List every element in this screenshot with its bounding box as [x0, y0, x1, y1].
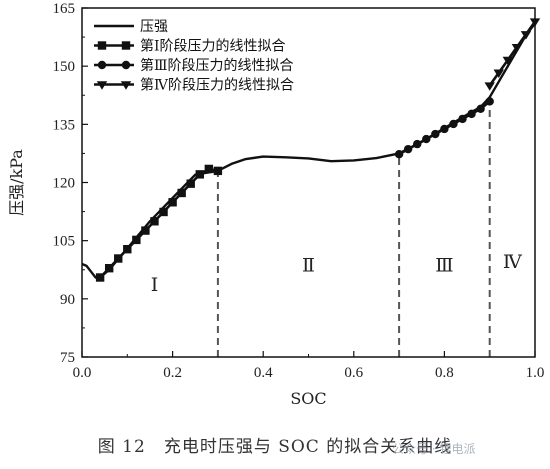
y-tick-label: 165: [53, 1, 76, 17]
x-tick-label: 0.2: [163, 365, 182, 381]
data-point: [204, 164, 214, 174]
data-point: [484, 82, 495, 91]
data-point: [511, 43, 523, 53]
legend-label: 压强: [140, 19, 168, 35]
legend-label: 第Ⅳ阶段压力的线性拟合: [140, 77, 294, 94]
data-point: [449, 119, 458, 129]
legend-label: 第Ⅲ阶段压力的线性拟合: [140, 57, 294, 74]
region-label: Ⅰ: [151, 275, 159, 296]
region-label: Ⅱ: [302, 256, 315, 277]
data-point: [422, 134, 431, 144]
data-point: [95, 273, 105, 282]
x-axis-label: SOC: [290, 389, 326, 408]
data-point: [431, 129, 440, 139]
figure-caption: 图 12 充电时压强与 SOC 的拟合关系曲线: [97, 437, 453, 457]
legend-item: 第Ⅲ阶段压力的线性拟合: [94, 57, 294, 74]
data-point: [394, 149, 404, 159]
data-point: [502, 56, 514, 66]
region-label: Ⅳ: [503, 252, 523, 273]
y-tick-label: 150: [53, 59, 76, 75]
x-tick-label: 0.6: [344, 365, 363, 381]
series-2: [394, 97, 494, 159]
data-point: [485, 97, 494, 106]
data-point: [467, 109, 476, 119]
data-point: [104, 263, 114, 273]
series-3: [484, 18, 541, 91]
watermark-text: 公众号 · 锂电派: [392, 442, 476, 456]
legend-marker: [121, 60, 131, 70]
chart: 0.0 0.2 0.4 0.6 0.8 1.0 75 90 105 120 135 150 165 Ⅰ Ⅱ…: [7, 1, 545, 408]
x-tick-label: 0.0: [73, 365, 92, 381]
data-point: [114, 254, 123, 263]
data-point: [177, 188, 186, 198]
legend-marker: [96, 81, 108, 90]
x-tick-label: 0.8: [435, 365, 454, 381]
legend-marker: [120, 81, 132, 90]
y-tick-label: 105: [53, 234, 76, 250]
y-tick-label: 75: [60, 350, 75, 366]
y-tick-label: 90: [60, 292, 75, 308]
region-label: Ⅲ: [435, 256, 453, 277]
legend-marker: [97, 41, 107, 50]
data-point: [476, 104, 485, 114]
y-tick-label: 120: [53, 176, 76, 192]
x-tick-label: 1.0: [526, 365, 545, 381]
data-point: [458, 114, 467, 124]
legend-item: 第Ⅳ阶段压力的线性拟合: [94, 77, 294, 94]
legend-item: 第Ⅰ阶段压力的线性拟合: [94, 38, 286, 55]
data-point: [413, 139, 422, 149]
data-point: [123, 244, 132, 254]
data-point: [132, 235, 141, 245]
plot-frame: [81, 7, 536, 358]
legend-marker: [97, 60, 107, 70]
axis-ticks: 0.0 0.2 0.4 0.6 0.8 1.0 75 90 105 120 135 150 165: [53, 1, 545, 381]
data-point: [195, 170, 204, 179]
data-point: [150, 217, 159, 226]
series-layer: [81, 18, 541, 282]
y-tick-label: 135: [53, 117, 76, 133]
region-labels: Ⅰ Ⅱ Ⅲ Ⅳ: [151, 252, 523, 296]
legend-item: 压强: [94, 19, 168, 35]
data-point: [213, 166, 223, 176]
data-point: [168, 198, 177, 207]
data-point: [186, 179, 195, 188]
legend-marker: [121, 41, 131, 50]
data-point: [493, 69, 504, 78]
data-point: [141, 226, 150, 235]
y-axis-label: 压强/kPa: [7, 149, 26, 216]
data-point: [159, 207, 168, 217]
data-point: [520, 31, 532, 40]
data-point: [440, 124, 449, 134]
data-point: [403, 144, 413, 154]
series-1: [95, 164, 223, 282]
legend-label: 第Ⅰ阶段压力的线性拟合: [140, 38, 286, 55]
x-tick-label: 0.4: [254, 365, 273, 381]
stage-boundaries: [216, 97, 491, 357]
